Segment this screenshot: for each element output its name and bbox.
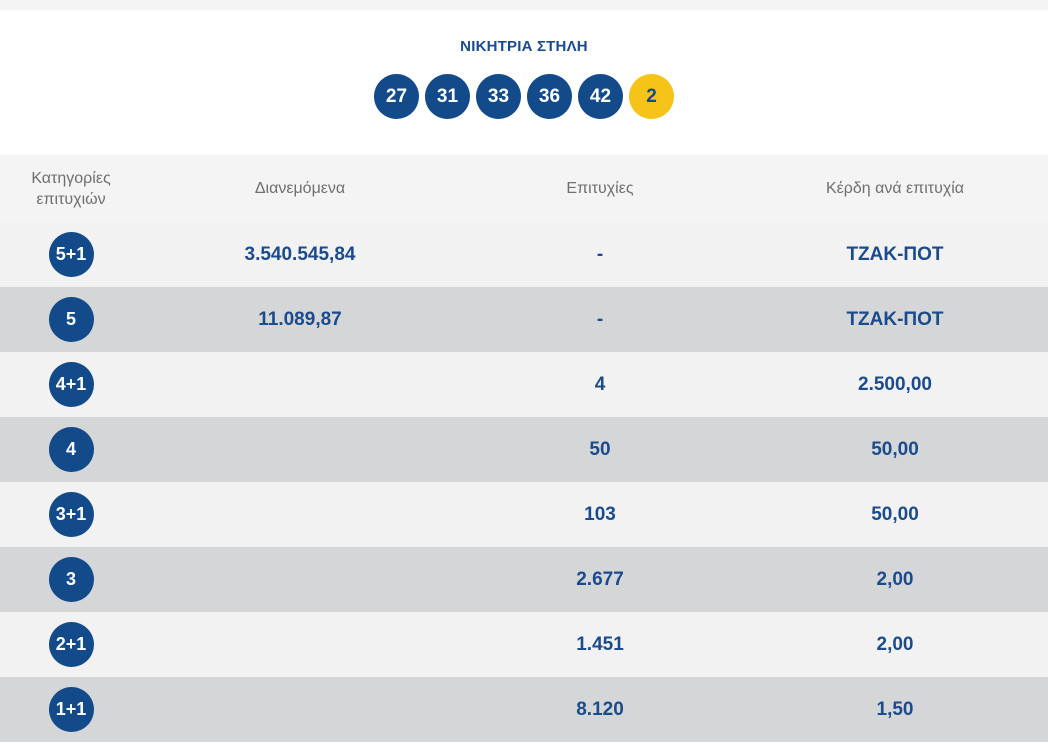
distributed-cell: 11.089,87	[258, 308, 342, 330]
table-row: 3 2.677 2,00	[0, 547, 1048, 612]
table-row: 4+1 4 2.500,00	[0, 352, 1048, 417]
category-ball: 4	[48, 427, 94, 472]
winners-cell: 50	[589, 438, 611, 460]
category-cell: 2+1	[0, 612, 142, 677]
table-row: 1+1 8.120 1,50	[0, 677, 1048, 742]
distributed-cell	[142, 482, 458, 547]
winning-number-ball: 27	[374, 74, 419, 119]
category-ball: 5+1	[48, 232, 94, 277]
category-cell: 5	[0, 287, 142, 352]
prize-cell: ΤΖΑΚ-ΠΟΤ	[846, 243, 944, 265]
header-category-line2: επιτυχιών	[36, 190, 106, 208]
prize-cell: 1,50	[876, 698, 914, 720]
winning-number-ball: 31	[425, 74, 470, 119]
category-ball: 5	[48, 297, 94, 342]
bonus-number-ball: 2	[629, 74, 674, 119]
winning-number-ball: 36	[527, 74, 572, 119]
distributed-cell: 3.540.545,84	[244, 243, 356, 265]
prize-cell: 50,00	[871, 503, 919, 525]
winners-cell: 8.120	[576, 698, 624, 720]
category-cell: 3+1	[0, 482, 142, 547]
category-cell: 1+1	[0, 677, 142, 742]
winning-numbers: 27 31 33 36 42 2	[0, 74, 1048, 119]
distributed-cell	[142, 612, 458, 677]
winning-number-ball: 42	[578, 74, 623, 119]
prize-cell: 2,00	[876, 568, 914, 590]
category-ball: 1+1	[48, 687, 94, 732]
winners-cell: 103	[584, 503, 616, 525]
winning-column-panel: ΝΙΚΗΤΡΙΑ ΣΤΗΛΗ 27 31 33 36 42 2	[0, 10, 1048, 155]
category-ball: 3+1	[48, 492, 94, 537]
distributed-cell	[142, 417, 458, 482]
winners-cell: 1.451	[576, 633, 624, 655]
results-table-header: Κατηγορίες επιτυχιών Διανεμόμενα Επιτυχί…	[0, 155, 1048, 222]
winners-cell: -	[596, 243, 604, 265]
distributed-cell	[142, 547, 458, 612]
category-cell: 4+1	[0, 352, 142, 417]
header-prize-per-winner: Κέρδη ανά επιτυχία	[825, 180, 965, 197]
category-cell: 4	[0, 417, 142, 482]
winning-column-title: ΝΙΚΗΤΡΙΑ ΣΤΗΛΗ	[460, 38, 588, 55]
category-ball: 2+1	[48, 622, 94, 667]
table-row: 5 11.089,87 - ΤΖΑΚ-ΠΟΤ	[0, 287, 1048, 352]
prize-cell: 2.500,00	[858, 373, 932, 395]
prize-cell: 50,00	[871, 438, 919, 460]
table-row: 2+1 1.451 2,00	[0, 612, 1048, 677]
category-ball: 4+1	[48, 362, 94, 407]
distributed-cell	[142, 677, 458, 742]
winning-number-ball: 33	[476, 74, 521, 119]
category-cell: 5+1	[0, 222, 142, 287]
winners-cell: -	[596, 308, 604, 330]
winners-cell: 4	[594, 373, 606, 395]
header-distributed: Διανεμόμενα	[254, 180, 346, 197]
prize-cell: 2,00	[876, 633, 914, 655]
table-row: 5+1 3.540.545,84 - ΤΖΑΚ-ΠΟΤ	[0, 222, 1048, 287]
table-row: 4 50 50,00	[0, 417, 1048, 482]
header-category: Κατηγορίες επιτυχιών	[0, 155, 142, 222]
category-ball: 3	[48, 557, 94, 602]
distributed-cell	[142, 352, 458, 417]
results-table-body: 5+1 3.540.545,84 - ΤΖΑΚ-ΠΟΤ 5 11.089,87 …	[0, 222, 1048, 742]
header-category-line1: Κατηγορίες	[31, 169, 111, 187]
prize-cell: ΤΖΑΚ-ΠΟΤ	[846, 308, 944, 330]
top-strip	[0, 0, 1048, 10]
category-cell: 3	[0, 547, 142, 612]
table-row: 3+1 103 50,00	[0, 482, 1048, 547]
header-winners: Επιτυχίες	[566, 180, 634, 197]
winners-cell: 2.677	[576, 568, 624, 590]
